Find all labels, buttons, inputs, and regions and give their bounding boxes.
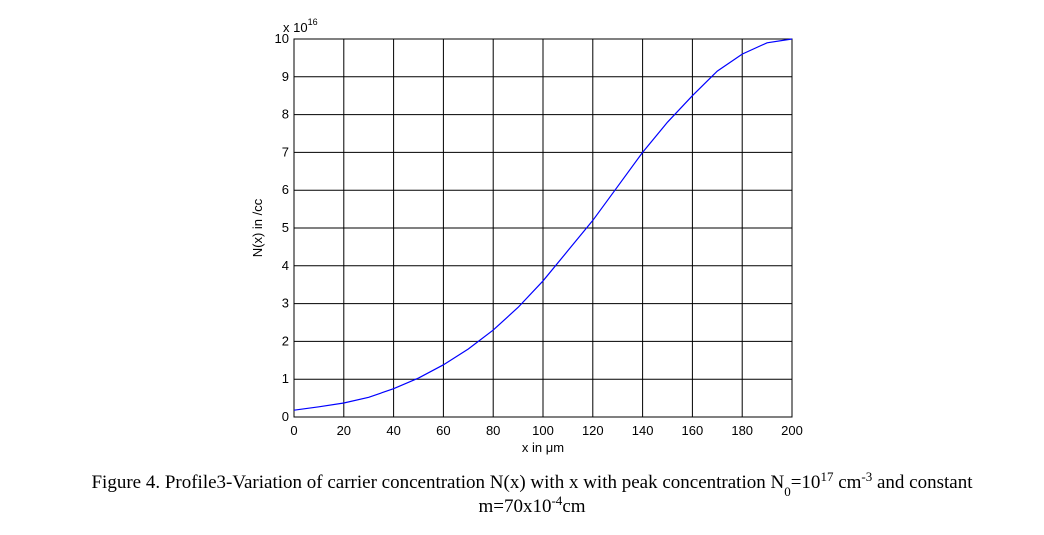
x-tick-label: 60: [436, 423, 450, 438]
y-tick-label: 4: [282, 258, 289, 273]
y-tick-label: 3: [282, 296, 289, 311]
y-tick-label: 1: [282, 371, 289, 386]
x-tick-label: 120: [582, 423, 604, 438]
caption-superscript: -4: [551, 493, 562, 508]
x-tick-label: 100: [532, 423, 554, 438]
multiplier-base: x 10: [283, 20, 308, 35]
y-tick-label: 6: [282, 182, 289, 197]
x-tick-label: 40: [386, 423, 400, 438]
multiplier-exponent: 16: [308, 17, 318, 27]
caption-text: cm: [562, 496, 585, 517]
y-tick-label: 8: [282, 107, 289, 122]
caption-text: m=70x10: [478, 496, 551, 517]
y-tick-label: 5: [282, 220, 289, 235]
caption-text: cm: [833, 472, 861, 493]
x-tick-label: 140: [632, 423, 654, 438]
x-tick-label: 160: [682, 423, 704, 438]
x-tick-label: 80: [486, 423, 500, 438]
x-tick-label: 180: [731, 423, 753, 438]
y-tick-label: 0: [282, 409, 289, 424]
caption-line-1: Figure 4. Profile3-Variation of carrier …: [91, 469, 973, 499]
plot-frame: [293, 38, 793, 418]
x-tick-label: 20: [337, 423, 351, 438]
caption-superscript: 17: [820, 469, 834, 484]
y-multiplier: x 1016: [283, 17, 318, 35]
caption-line-2: m=70x10-4cm: [478, 493, 585, 518]
caption-subscript: 0: [784, 484, 791, 499]
y-tick-label: 2: [282, 333, 289, 348]
y-tick-label: 7: [282, 144, 289, 159]
y-tick-label: 9: [282, 69, 289, 84]
x-tick-label: 200: [781, 423, 803, 438]
y-tick-label: 10: [275, 31, 289, 46]
caption-text: and constant: [872, 472, 973, 493]
caption-text: Figure 4. Profile3-Variation of carrier …: [91, 472, 784, 493]
caption-text: =10: [791, 472, 821, 493]
caption-superscript: -3: [861, 469, 872, 484]
line-series: [293, 38, 793, 411]
x-axis-label: x in μm: [522, 440, 564, 455]
x-tick-label: 0: [290, 423, 297, 438]
y-axis-label: N(x) in /cc: [250, 198, 265, 257]
